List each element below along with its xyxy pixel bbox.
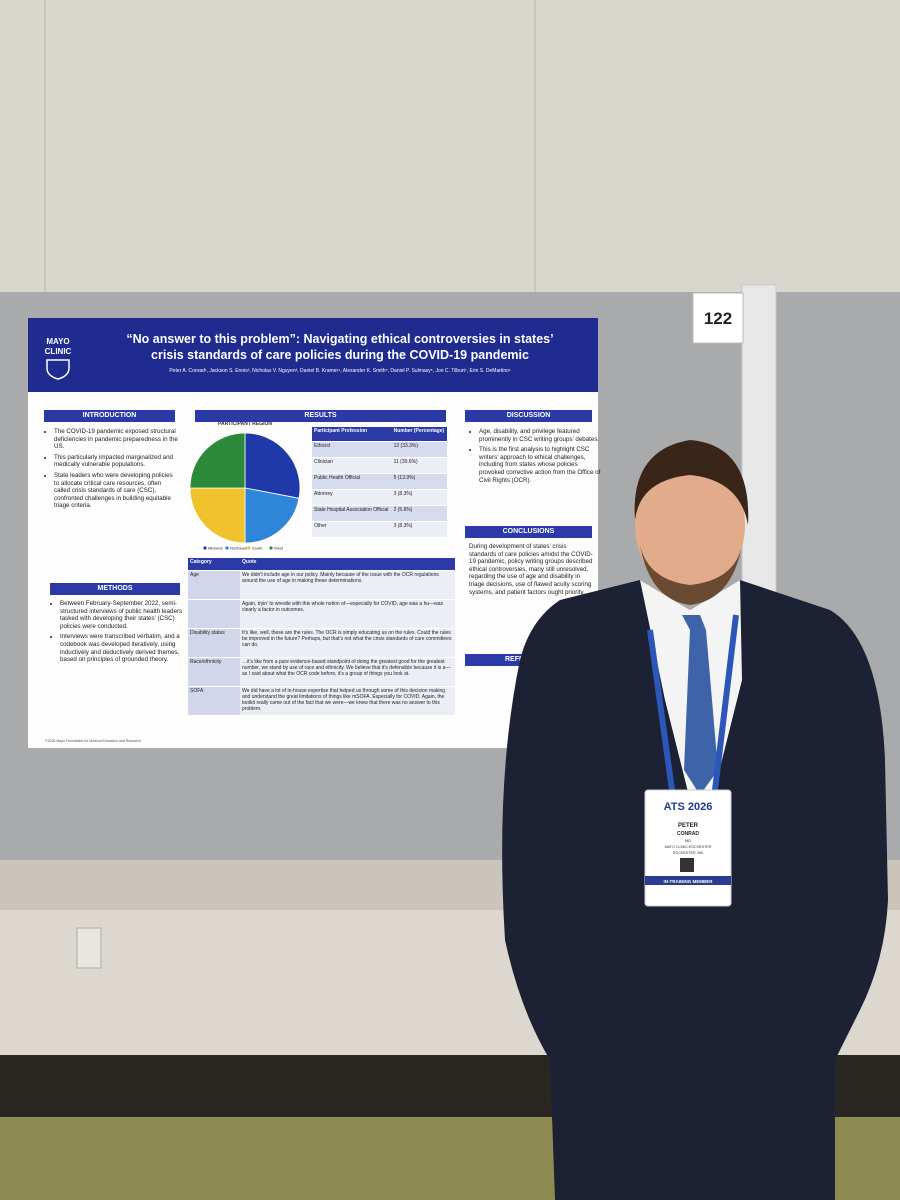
table-row: Clinician 11 (30.6%) (312, 457, 447, 474)
conclusion-text: During development of states’ crisis sta… (469, 543, 593, 596)
badge-location: ROCHESTER, MN (673, 851, 704, 855)
table-row: Ethicist 12 (33.3%) (312, 441, 447, 458)
logo-shield (46, 359, 70, 380)
legend-label: West (274, 546, 284, 551)
section-heading: RESULTS (195, 410, 446, 422)
face (635, 455, 745, 595)
section-heading: DISCUSSION (465, 410, 592, 422)
bullet-list: Age, disability, and privilege featured … (470, 428, 604, 487)
bullet: Interviews were transcribed verbatim, an… (60, 633, 187, 663)
pie-slice (244, 487, 300, 544)
legend-swatch (203, 546, 207, 550)
table-cell: We didn’t include age in our policy. Mai… (240, 570, 455, 600)
section-heading: CONCLUSIONS (465, 526, 592, 538)
table-cell (188, 599, 240, 629)
table-cell: 3 (8.3%) (391, 521, 447, 538)
table-cell: SOFA (188, 686, 240, 716)
table-header-cell: Participant Profession (312, 427, 392, 442)
legend-swatch (247, 546, 251, 550)
table-row: SOFA We did have a lot of in-house expert… (188, 686, 455, 716)
badge-band (645, 876, 731, 885)
table-cell: Other (312, 521, 392, 538)
table-row: Attorney 3 (8.3%) (312, 489, 447, 506)
poster-footer: ©2026 Mayo Foundation for Medical Educat… (45, 739, 141, 743)
bullet-list: Between February-September 2022, semi-st… (51, 600, 187, 667)
table-cell: 5 (13.9%) (391, 473, 447, 490)
bullet-list: The COVID-19 pandemic exposed structural… (45, 428, 179, 513)
table-row: Public Health Official 5 (13.9%) (312, 473, 447, 490)
number-card (692, 292, 744, 344)
profession-table: Participant Profession Number (Percentage… (312, 427, 447, 538)
bullet: This particularly impacted marginalized … (54, 454, 179, 469)
pie-title: PARTICIPANT REGION (218, 421, 272, 427)
table-cell: 11 (30.6%) (391, 457, 447, 474)
legend-label: Northeast (230, 546, 248, 551)
pie-slice (244, 432, 301, 499)
table-cell: Disability status (188, 628, 240, 658)
poster-title: crisis standards of care policies during… (151, 348, 529, 362)
badge-last-name: CONRAD (677, 831, 699, 837)
table-cell: Age (188, 570, 240, 600)
table-cell: It’s like, well, these are the rules. Th… (240, 628, 455, 658)
table-cell: Public Health Official (312, 473, 392, 490)
section-heading: METHODS (50, 583, 180, 595)
table-header-cell: Number (Percentage) (391, 427, 447, 442)
table-cell: Clinician (312, 457, 392, 474)
badge-institution: MAYO CLINIC-ROCHESTER (665, 845, 712, 849)
quote-table: Category Quote Age We didn’t include age in… (188, 558, 455, 716)
hair (634, 440, 749, 525)
pie-chart: Midwest Northeast South West (189, 432, 301, 551)
board-number: 122 (704, 309, 732, 328)
outlet (76, 927, 102, 969)
table-row: Disability status It’s like, well, these … (188, 628, 455, 658)
table-header-cell: Quote (240, 558, 455, 571)
table-cell: 2 (5.6%) (391, 505, 447, 522)
lanyard (647, 614, 739, 791)
badge-membership: IN-TRAINING MEMBER (664, 879, 714, 884)
table-header-cell: Category (188, 558, 240, 571)
pie-slice (189, 487, 246, 544)
table-cell: Race/ethnicity (188, 657, 240, 687)
bullet: The COVID-19 pandemic exposed structural… (54, 428, 179, 451)
legend-swatch (269, 546, 273, 550)
section-heading: INTRODUCTION (44, 410, 175, 422)
legend-label: Midwest (208, 546, 224, 551)
table-cell: Again, tryin’ to wrestle with this whole… (240, 599, 455, 629)
logo-text: MAYO (46, 337, 69, 346)
poster-title: “No answer to this problem”: Navigating … (126, 332, 553, 346)
table-row: State Hospital Association Official 2 (5.… (312, 505, 447, 522)
table-row: Again, tryin’ to wrestle with this whole… (188, 599, 455, 629)
poster-title-bar (28, 318, 598, 392)
bullet: Between February-September 2022, semi-st… (60, 600, 187, 630)
table-row: Age We didn’t include age in our policy. … (188, 570, 455, 600)
beard (640, 545, 742, 605)
table-cell: 3 (8.3%) (391, 489, 447, 506)
logo-text: CLINIC (45, 347, 72, 356)
table-cell: Attorney (312, 489, 392, 506)
legend-label: South (252, 546, 262, 551)
legend-swatch (225, 546, 229, 550)
bullet: State leaders who were developing polici… (54, 472, 179, 510)
badge-qr (680, 858, 694, 872)
table-header-row: Participant Profession Number (Percentage… (312, 427, 447, 442)
badge-first-name: PETER (678, 823, 699, 829)
table-cell: Ethicist (312, 441, 392, 458)
pie-slice (189, 432, 246, 489)
poster-authors: Peter A. Conrad¹, Jackson S. Ennis², Nic… (169, 368, 511, 374)
tie (682, 615, 718, 795)
badge-degree: MD (685, 838, 691, 843)
table-cell: 12 (33.3%) (391, 441, 447, 458)
table-cell: …it’s like from a pure evidence-based st… (240, 657, 455, 687)
bullet: This is the first analysis to highlight … (479, 446, 604, 484)
table-cell: We did have a lot of in-house expertise … (240, 686, 455, 716)
table-row: Other 3 (8.3%) (312, 521, 447, 538)
board-post (741, 284, 777, 596)
table-header-row: Category Quote (188, 558, 455, 571)
bullet: Age, disability, and privilege featured … (479, 428, 604, 443)
badge-brand: ATS 2026 (664, 801, 713, 813)
table-row: Race/ethnicity …it’s like from a pure evi… (188, 657, 455, 687)
table-cell: State Hospital Association Official (312, 505, 392, 522)
